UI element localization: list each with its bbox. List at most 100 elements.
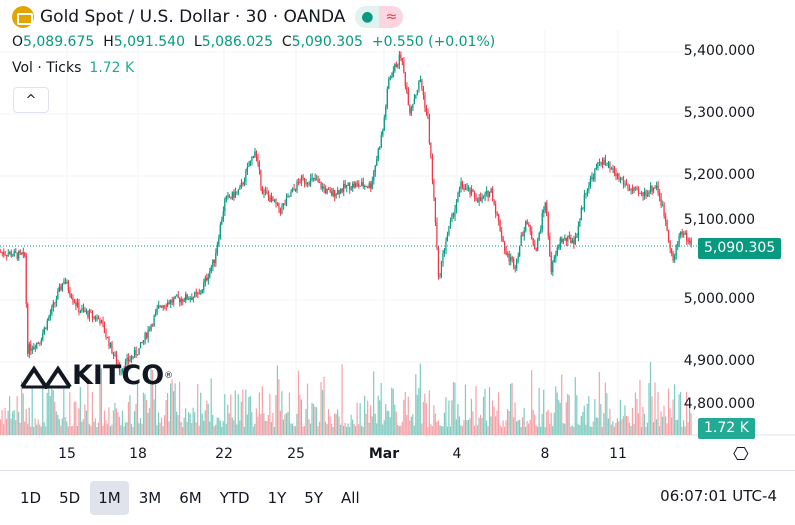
volume-bar <box>144 394 146 435</box>
volume-bar <box>544 426 546 435</box>
candle-body <box>344 183 346 188</box>
volume-bar <box>392 388 394 435</box>
candle-body <box>303 178 306 184</box>
volume-bar <box>687 422 689 435</box>
range-1m[interactable]: 1M <box>90 481 129 515</box>
candle-body <box>218 238 220 245</box>
volume-bar <box>365 413 367 435</box>
candle-body <box>664 216 667 222</box>
candle-body <box>619 178 621 180</box>
candle-body <box>559 238 561 248</box>
candle-body <box>670 248 673 254</box>
candle-body <box>1 252 3 254</box>
candle-body <box>318 182 321 184</box>
volume-bar <box>270 421 272 435</box>
volume-bar <box>102 425 104 435</box>
candle-body <box>293 188 295 190</box>
range-5d[interactable]: 5D <box>59 489 81 507</box>
volume-bar <box>112 410 115 435</box>
volume-bar <box>681 426 683 435</box>
volume-bar <box>637 413 640 435</box>
candle-body <box>528 223 530 225</box>
volume-bar <box>97 422 99 435</box>
volume-bar <box>66 421 68 435</box>
volume-bar <box>558 400 560 435</box>
candle-body <box>583 194 585 208</box>
candle-body <box>437 247 439 276</box>
candle-body <box>398 54 400 65</box>
candle-body <box>424 95 426 108</box>
volume-bar <box>380 382 382 435</box>
volume-bar <box>79 387 81 435</box>
candle-body <box>637 188 640 193</box>
candle-body <box>151 325 154 327</box>
candle-body <box>642 192 644 197</box>
candle-body <box>400 54 402 59</box>
candle-body <box>129 359 131 362</box>
volume-bar <box>27 424 29 435</box>
volume-bar <box>576 395 578 435</box>
volume-bar <box>433 405 435 435</box>
volume-bar <box>290 423 292 435</box>
candle-body <box>380 135 382 148</box>
volume-bar <box>660 411 662 435</box>
candle-body <box>625 183 628 186</box>
candle-body <box>523 230 525 236</box>
market-open-icon[interactable]: ● <box>355 6 380 28</box>
range-6m[interactable]: 6M <box>179 489 202 507</box>
candle-body <box>362 182 364 187</box>
candle-body <box>118 365 121 372</box>
candle-body <box>553 257 555 263</box>
volume-bar <box>389 417 391 435</box>
volume-bar <box>589 426 591 435</box>
clock[interactable]: 06:07:01 UTC-4 <box>660 487 777 505</box>
candle-body <box>564 237 566 239</box>
volume-bar <box>94 418 96 435</box>
volume-bar <box>502 420 504 435</box>
settings-icon[interactable]: ⎔ <box>733 444 749 465</box>
volume-bar <box>649 361 652 435</box>
volume-bar <box>209 421 211 435</box>
volume-bar <box>231 417 233 435</box>
candle-body <box>85 310 87 312</box>
volume-bar <box>561 374 563 435</box>
range-all[interactable]: All <box>341 489 360 507</box>
range-5y[interactable]: 5Y <box>304 489 324 507</box>
volume-bar <box>197 383 199 435</box>
candle-body <box>249 160 251 166</box>
symbol-title[interactable]: Gold Spot / U.S. Dollar · 30 · OANDA <box>40 7 346 27</box>
candle-body <box>576 236 578 238</box>
candle-body <box>643 191 646 197</box>
volume-bar <box>508 410 510 435</box>
volume-bar <box>642 406 644 435</box>
candle-body <box>350 188 352 190</box>
volume-bar <box>385 403 387 435</box>
collapse-legend-button[interactable]: ^ <box>13 87 49 113</box>
volume-bar <box>421 423 423 435</box>
range-ytd[interactable]: YTD <box>219 489 250 507</box>
candle-body <box>317 179 319 183</box>
candle-body <box>138 348 140 355</box>
candle-body <box>373 171 375 181</box>
volume-bar <box>40 426 42 435</box>
candle-body <box>335 194 337 197</box>
candle-body <box>233 191 235 198</box>
volume-bar <box>673 384 676 435</box>
volume-bar <box>606 393 608 435</box>
candle-body <box>654 187 656 189</box>
candle-body <box>526 221 528 224</box>
volume-bar <box>488 387 491 435</box>
volume-bar <box>276 365 279 435</box>
last-price-tag: 5,090.305 <box>698 238 782 259</box>
volume-bar <box>39 424 41 435</box>
price-chart[interactable] <box>0 0 795 470</box>
volume-bar <box>145 400 148 435</box>
range-1y[interactable]: 1Y <box>267 489 287 507</box>
volume-bar <box>619 399 621 435</box>
time-axis-label: 11 <box>609 446 627 462</box>
candle-body <box>379 147 381 150</box>
delayed-data-icon[interactable]: ≈ <box>379 6 404 28</box>
range-1d[interactable]: 1D <box>20 489 42 507</box>
range-3m[interactable]: 3M <box>138 489 162 507</box>
candle-body <box>165 306 167 308</box>
